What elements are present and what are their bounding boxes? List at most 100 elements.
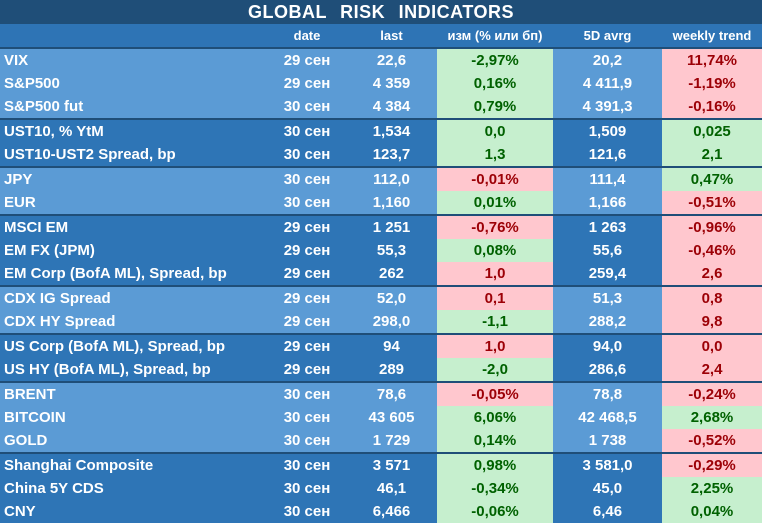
indicator-name: VIX [0, 47, 268, 72]
avg-5d-cell: 20,2 [553, 47, 662, 72]
table-row: EUR 30 сен 1,160 0,01% 1,166 -0,51% [0, 191, 762, 215]
weekly-trend-cell: 2,1 [662, 143, 762, 167]
change-cell: 0,14% [437, 429, 553, 453]
last-value-cell: 52,0 [346, 285, 437, 310]
table-body: VIX 29 сен 22,6 -2,97% 20,2 11,74% S&P500 29 се… [0, 47, 762, 523]
last-value-cell: 1 729 [346, 429, 437, 453]
weekly-trend-cell: 9,8 [662, 310, 762, 334]
avg-5d-cell: 259,4 [553, 262, 662, 286]
last-value-cell: 1,160 [346, 191, 437, 215]
date-cell: 29 сен [268, 47, 346, 72]
table-row: EM Corp (BofA ML), Spread, bp 29 сен 262 1,… [0, 262, 762, 286]
header-name [0, 24, 268, 49]
date-cell: 30 сен [268, 381, 346, 406]
table-row: EM FX (JPM) 29 сен 55,3 0,08% 55,6 -0,46% [0, 239, 762, 262]
last-value-cell: 46,1 [346, 477, 437, 500]
date-cell: 29 сен [268, 358, 346, 382]
change-cell: -1,1 [437, 310, 553, 334]
date-cell: 29 сен [268, 239, 346, 262]
table-row: US HY (BofA ML), Spread, bp 29 сен 289 -2,0… [0, 358, 762, 382]
last-value-cell: 1 251 [346, 214, 437, 239]
indicator-name: US HY (BofA ML), Spread, bp [0, 358, 268, 382]
change-cell: -0,76% [437, 214, 553, 239]
weekly-trend-cell: -0,46% [662, 239, 762, 262]
date-cell: 30 сен [268, 406, 346, 429]
date-cell: 29 сен [268, 214, 346, 239]
avg-5d-cell: 1,166 [553, 191, 662, 215]
last-value-cell: 22,6 [346, 47, 437, 72]
table-row: US Corp (BofA ML), Spread, bp 29 сен 94 1,0… [0, 333, 762, 358]
change-cell: -0,06% [437, 500, 553, 523]
page-title: GLOBAL RISK INDICATORS [0, 0, 762, 24]
table-row: CDX IG Spread 29 сен 52,0 0,1 51,3 0,8 [0, 285, 762, 310]
date-cell: 30 сен [268, 118, 346, 143]
change-cell: 0,16% [437, 72, 553, 95]
avg-5d-cell: 78,8 [553, 381, 662, 406]
last-value-cell: 123,7 [346, 143, 437, 167]
indicator-name: US Corp (BofA ML), Spread, bp [0, 333, 268, 358]
last-value-cell: 3 571 [346, 452, 437, 477]
table-row: MSCI EM 29 сен 1 251 -0,76% 1 263 -0,96% [0, 214, 762, 239]
weekly-trend-cell: -0,51% [662, 191, 762, 215]
table-row: BITCOIN 30 сен 43 605 6,06% 42 468,5 2,68% [0, 406, 762, 429]
avg-5d-cell: 111,4 [553, 166, 662, 191]
avg-5d-cell: 4 391,3 [553, 95, 662, 119]
change-cell: 1,3 [437, 143, 553, 167]
change-cell: 0,01% [437, 191, 553, 215]
last-value-cell: 55,3 [346, 239, 437, 262]
last-value-cell: 43 605 [346, 406, 437, 429]
weekly-trend-cell: 0,47% [662, 166, 762, 191]
indicator-name: JPY [0, 166, 268, 191]
last-value-cell: 6,466 [346, 500, 437, 523]
header-5d-avg: 5D avrg [553, 24, 662, 49]
last-value-cell: 298,0 [346, 310, 437, 334]
weekly-trend-cell: 2,4 [662, 358, 762, 382]
date-cell: 30 сен [268, 143, 346, 167]
last-value-cell: 4 359 [346, 72, 437, 95]
indicator-name: CDX IG Spread [0, 285, 268, 310]
weekly-trend-cell: 2,68% [662, 406, 762, 429]
date-cell: 30 сен [268, 95, 346, 119]
indicator-name: S&P500 [0, 72, 268, 95]
indicator-name: EUR [0, 191, 268, 215]
indicator-name: EM Corp (BofA ML), Spread, bp [0, 262, 268, 286]
table-row: JPY 30 сен 112,0 -0,01% 111,4 0,47% [0, 166, 762, 191]
table-row: S&P500 fut 30 сен 4 384 0,79% 4 391,3 -0,16% [0, 95, 762, 119]
weekly-trend-cell: -0,29% [662, 452, 762, 477]
avg-5d-cell: 94,0 [553, 333, 662, 358]
header-date: date [268, 24, 346, 49]
table-row: UST10-UST2 Spread, bp 30 сен 123,7 1,3 121,6… [0, 143, 762, 167]
change-cell: -2,97% [437, 47, 553, 72]
avg-5d-cell: 4 411,9 [553, 72, 662, 95]
weekly-trend-cell: 0,04% [662, 500, 762, 523]
header-change: изм (% или бп) [437, 24, 553, 49]
avg-5d-cell: 51,3 [553, 285, 662, 310]
last-value-cell: 262 [346, 262, 437, 286]
indicator-name: CDX HY Spread [0, 310, 268, 334]
date-cell: 29 сен [268, 262, 346, 286]
date-cell: 29 сен [268, 285, 346, 310]
change-cell: 0,08% [437, 239, 553, 262]
date-cell: 29 сен [268, 310, 346, 334]
date-cell: 30 сен [268, 191, 346, 215]
avg-5d-cell: 1,509 [553, 118, 662, 143]
avg-5d-cell: 121,6 [553, 143, 662, 167]
last-value-cell: 94 [346, 333, 437, 358]
weekly-trend-cell: -0,96% [662, 214, 762, 239]
date-cell: 30 сен [268, 477, 346, 500]
indicator-name: BITCOIN [0, 406, 268, 429]
header-last: last [346, 24, 437, 49]
date-cell: 30 сен [268, 166, 346, 191]
table-row: VIX 29 сен 22,6 -2,97% 20,2 11,74% [0, 47, 762, 72]
change-cell: -0,01% [437, 166, 553, 191]
weekly-trend-cell: 0,8 [662, 285, 762, 310]
avg-5d-cell: 55,6 [553, 239, 662, 262]
indicator-name: S&P500 fut [0, 95, 268, 119]
change-cell: 6,06% [437, 406, 553, 429]
weekly-trend-cell: -0,52% [662, 429, 762, 453]
date-cell: 30 сен [268, 452, 346, 477]
weekly-trend-cell: -0,24% [662, 381, 762, 406]
weekly-trend-cell: -0,16% [662, 95, 762, 119]
table-row: CDX HY Spread 29 сен 298,0 -1,1 288,2 9,8 [0, 310, 762, 334]
table-row: Shanghai Composite 30 сен 3 571 0,98% 3 581,… [0, 452, 762, 477]
